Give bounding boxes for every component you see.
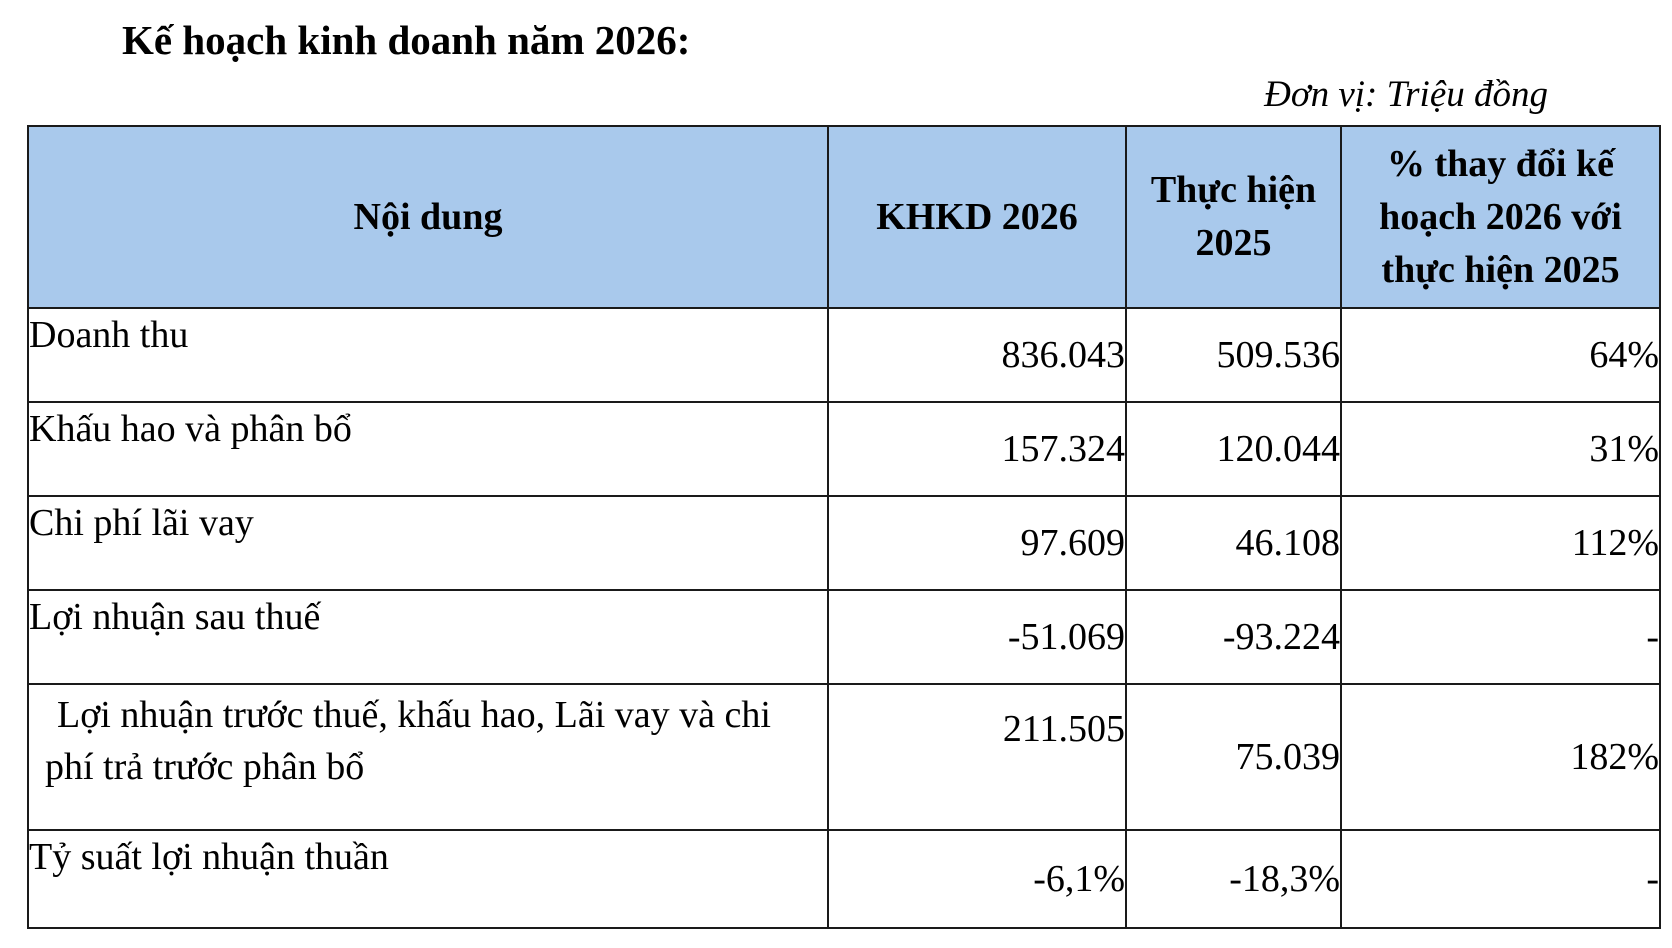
page-title: Kế hoạch kinh doanh năm 2026: [122, 17, 691, 63]
actual-2025-value: 509.536 [1125, 307, 1342, 403]
table-row: Khấu hao và phân bổ 157.324 120.044 31% [27, 401, 1661, 497]
table-row: Doanh thu 836.043 509.536 64% [27, 307, 1661, 403]
percent-change-value: 64% [1340, 307, 1661, 403]
table-header-row: Nội dung KHKD 2026 Thực hiện 2025 % thay… [27, 125, 1661, 309]
row-label: Lợi nhuận trước thuế, khấu hao, Lãi vay … [27, 683, 829, 831]
percent-change-value: - [1340, 589, 1661, 685]
header-plan-2026: KHKD 2026 [827, 125, 1127, 309]
actual-2025-value: -93.224 [1125, 589, 1342, 685]
actual-2025-value: 46.108 [1125, 495, 1342, 591]
plan-2026-value: 836.043 [827, 307, 1127, 403]
plan-2026-value: 97.609 [827, 495, 1127, 591]
actual-2025-value: 75.039 [1125, 683, 1342, 831]
header-actual-2025: Thực hiện 2025 [1125, 125, 1342, 309]
header-content: Nội dung [27, 125, 829, 309]
percent-change-value: 112% [1340, 495, 1661, 591]
table-row: Lợi nhuận sau thuế -51.069 -93.224 - [27, 589, 1661, 685]
actual-2025-value: -18,3% [1125, 829, 1342, 929]
percent-change-value: - [1340, 829, 1661, 929]
table-row: Lợi nhuận trước thuế, khấu hao, Lãi vay … [27, 683, 1661, 831]
table-row: Tỷ suất lợi nhuận thuần -6,1% -18,3% - [27, 829, 1661, 929]
actual-2025-value: 120.044 [1125, 401, 1342, 497]
business-plan-table: Nội dung KHKD 2026 Thực hiện 2025 % thay… [27, 125, 1661, 929]
plan-2026-value: -6,1% [827, 829, 1127, 929]
row-label: Chi phí lãi vay [27, 495, 829, 591]
row-label: Lợi nhuận sau thuế [27, 589, 829, 685]
plan-2026-value: 211.505 [827, 683, 1127, 831]
row-label: Doanh thu [27, 307, 829, 403]
percent-change-value: 182% [1340, 683, 1661, 831]
unit-note: Đơn vị: Triệu đồng [1264, 74, 1548, 115]
header-percent-change: % thay đổi kế hoạch 2026 với thực hiện 2… [1340, 125, 1661, 309]
row-label: Khấu hao và phân bổ [27, 401, 829, 497]
plan-2026-value: 157.324 [827, 401, 1127, 497]
plan-2026-value: -51.069 [827, 589, 1127, 685]
percent-change-value: 31% [1340, 401, 1661, 497]
table-row: Chi phí lãi vay 97.609 46.108 112% [27, 495, 1661, 591]
row-label: Tỷ suất lợi nhuận thuần [27, 829, 829, 929]
